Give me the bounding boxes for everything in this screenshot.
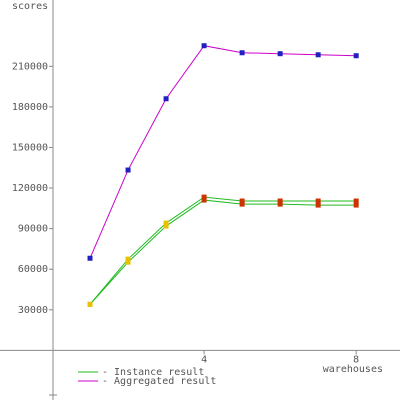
point-marker <box>277 201 283 207</box>
x-axis-label: warehouses <box>323 364 383 375</box>
y-tick-label: 120000 <box>12 183 48 194</box>
y-axis-label: scores <box>12 1 48 12</box>
point-marker <box>315 52 321 58</box>
y-tick-label: 180000 <box>12 102 48 113</box>
series-line <box>89 199 357 305</box>
y-tick-label: 90000 <box>18 224 48 235</box>
point-marker <box>353 202 359 208</box>
point-marker <box>163 220 169 226</box>
x-tick-label: 4 <box>201 354 207 365</box>
legend-label: - Aggregated result <box>102 376 216 387</box>
y-tick-label: 210000 <box>12 61 48 72</box>
point-marker <box>125 167 131 173</box>
y-tick-label: 60000 <box>18 264 48 275</box>
point-marker <box>315 202 321 208</box>
point-marker <box>239 201 245 207</box>
y-tick-label: 150000 <box>12 142 48 153</box>
point-marker <box>239 198 245 204</box>
point-marker <box>125 256 131 262</box>
legend-label: - Instance result <box>102 367 204 378</box>
point-marker <box>163 96 169 102</box>
point-marker <box>315 198 321 204</box>
point-marker <box>277 51 283 57</box>
point-marker <box>239 50 245 56</box>
point-marker <box>201 197 207 203</box>
point-marker <box>201 43 207 49</box>
point-marker <box>353 53 359 59</box>
y-tick-label: 30000 <box>18 305 48 316</box>
point-marker <box>87 301 93 307</box>
point-marker <box>163 223 169 229</box>
x-tick-label: 8 <box>353 354 359 365</box>
point-marker <box>201 194 207 200</box>
series-line <box>89 196 357 305</box>
point-marker <box>277 198 283 204</box>
point-marker <box>125 259 131 265</box>
point-marker <box>87 255 93 261</box>
series-line <box>89 45 357 259</box>
point-marker <box>353 198 359 204</box>
